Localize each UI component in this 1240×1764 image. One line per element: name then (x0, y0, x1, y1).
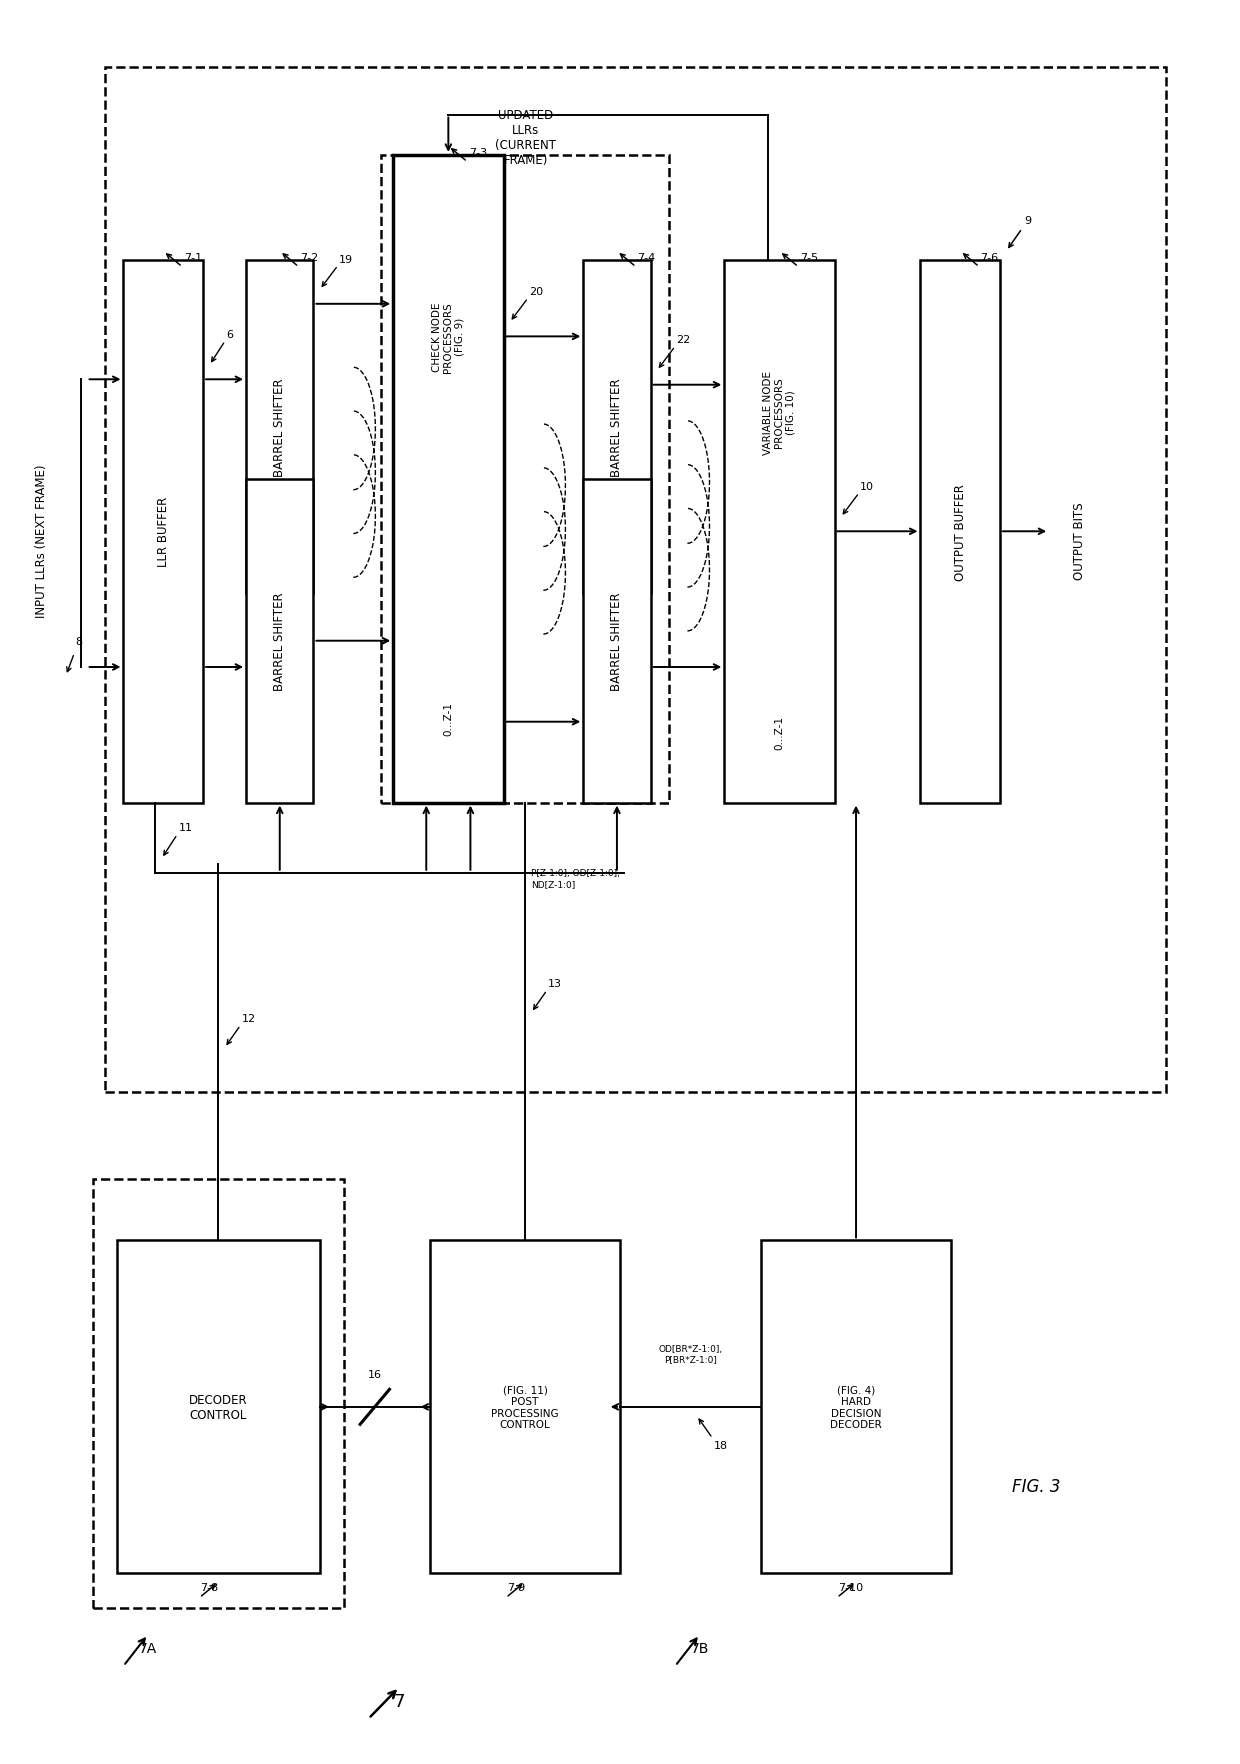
Text: LLR BUFFER: LLR BUFFER (156, 497, 170, 566)
Bar (393, 155, 503, 803)
Text: UPDATED
LLRs
(CURRENT
FRAME): UPDATED LLRs (CURRENT FRAME) (495, 108, 556, 166)
Text: (FIG. 11)
POST
PROCESSING
CONTROL: (FIG. 11) POST PROCESSING CONTROL (491, 1385, 559, 1429)
Bar (93, 1180, 345, 1609)
Text: VARIABLE NODE
PROCESSORS
(FIG. 10): VARIABLE NODE PROCESSORS (FIG. 10) (763, 370, 796, 455)
Bar (920, 261, 1001, 803)
Text: BARREL SHIFTER: BARREL SHIFTER (273, 377, 286, 476)
Text: 7-8: 7-8 (201, 1582, 218, 1593)
Bar (724, 261, 835, 803)
Text: DECODER
CONTROL: DECODER CONTROL (190, 1394, 248, 1422)
Text: 7-4: 7-4 (637, 252, 656, 263)
Text: 19: 19 (340, 254, 353, 265)
Text: 7-5: 7-5 (800, 252, 818, 263)
Text: 0...Z-1: 0...Z-1 (775, 716, 785, 750)
Text: 7-2: 7-2 (300, 252, 319, 263)
Bar (381, 155, 670, 803)
Text: 18: 18 (714, 1439, 728, 1450)
Text: BARREL SHIFTER: BARREL SHIFTER (610, 593, 624, 691)
Text: 12: 12 (242, 1014, 255, 1023)
Text: (FIG. 4)
HARD
DECISION
DECODER: (FIG. 4) HARD DECISION DECODER (830, 1385, 882, 1429)
Text: 9: 9 (1024, 215, 1032, 226)
Text: P[Z-1:0], OD[Z-1:0],
ND[Z-1:0]: P[Z-1:0], OD[Z-1:0], ND[Z-1:0] (531, 870, 620, 889)
Bar (583, 261, 651, 593)
Bar (761, 1240, 951, 1573)
Text: INPUT LLRs (NEXT FRAME): INPUT LLRs (NEXT FRAME) (35, 464, 48, 617)
Bar (246, 480, 314, 803)
Text: CHECK NODE
PROCESSORS
(FIG. 9): CHECK NODE PROCESSORS (FIG. 9) (432, 302, 465, 372)
Text: 16: 16 (368, 1369, 382, 1379)
Text: OUTPUT BITS: OUTPUT BITS (1074, 503, 1086, 580)
Text: 7-6: 7-6 (981, 252, 998, 263)
Text: 7: 7 (393, 1692, 405, 1709)
Text: 7-1: 7-1 (184, 252, 202, 263)
Text: 10: 10 (861, 482, 874, 492)
Text: BARREL SHIFTER: BARREL SHIFTER (610, 377, 624, 476)
Text: OD[BR*Z-1:0],
P[BR*Z-1:0]: OD[BR*Z-1:0], P[BR*Z-1:0] (658, 1344, 723, 1364)
Text: 13: 13 (548, 979, 562, 990)
Bar (246, 261, 314, 593)
Text: 7A: 7A (139, 1642, 157, 1656)
Text: 0...Z-1: 0...Z-1 (444, 702, 454, 736)
Text: 6: 6 (227, 330, 233, 340)
Bar (105, 69, 1166, 1092)
Text: 7B: 7B (691, 1642, 709, 1656)
Text: BARREL SHIFTER: BARREL SHIFTER (273, 593, 286, 691)
Text: 8: 8 (76, 637, 83, 647)
Bar (430, 1240, 620, 1573)
Bar (124, 261, 203, 803)
Text: 20: 20 (529, 288, 543, 296)
Text: 7-10: 7-10 (838, 1582, 863, 1593)
Text: 7-9: 7-9 (507, 1582, 526, 1593)
Text: FIG. 3: FIG. 3 (1012, 1476, 1061, 1494)
Text: 11: 11 (179, 824, 192, 833)
Bar (118, 1240, 320, 1573)
Text: 22: 22 (676, 335, 691, 346)
Text: 7-3: 7-3 (469, 148, 487, 157)
Text: OUTPUT BUFFER: OUTPUT BUFFER (954, 483, 967, 580)
Bar (583, 480, 651, 803)
